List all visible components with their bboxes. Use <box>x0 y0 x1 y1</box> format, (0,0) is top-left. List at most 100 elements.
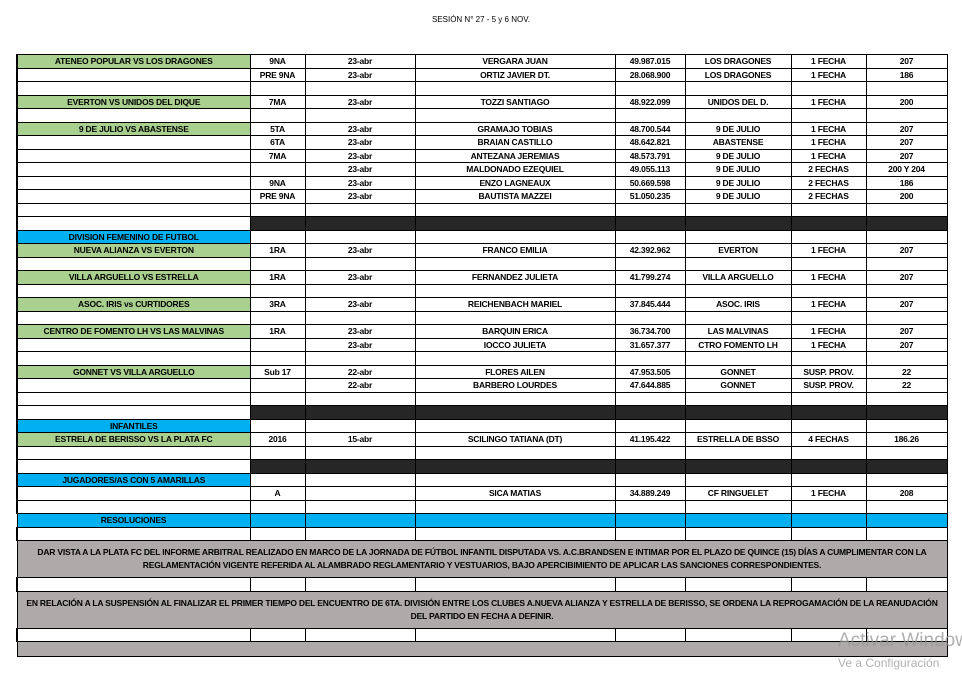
empty-cell <box>865 310 948 325</box>
empty-cell <box>790 577 867 592</box>
name-cell: BARQUIN ERICA <box>414 324 616 339</box>
empty-cell <box>16 81 251 96</box>
cat-cell: 6TA <box>249 135 306 150</box>
empty-cell <box>684 351 792 366</box>
empty-cell <box>684 310 792 325</box>
empty-cell <box>684 627 792 642</box>
empty-cell <box>790 216 867 231</box>
table-row: ESTRELA DE BERISSO VS LA PLATA FC 2016 15-… <box>16 432 948 447</box>
empty-cell <box>249 627 306 642</box>
empty-cell <box>16 459 251 474</box>
blank-row <box>16 445 948 460</box>
empty-cell <box>614 499 686 514</box>
empty-cell <box>684 405 792 420</box>
sanction-cell: 2 FECHAS <box>790 175 867 190</box>
empty-cell <box>304 202 416 217</box>
empty-cell <box>304 445 416 460</box>
match-cell <box>16 378 251 393</box>
match-cell <box>16 162 251 177</box>
blank-row <box>16 202 948 217</box>
empty-cell <box>304 391 416 406</box>
empty-cell <box>414 472 616 487</box>
empty-cell <box>684 499 792 514</box>
dni-cell: 50.669.598 <box>614 175 686 190</box>
empty-cell <box>249 499 306 514</box>
empty-cell <box>790 459 867 474</box>
empty-cell <box>614 202 686 217</box>
empty-cell <box>414 445 616 460</box>
empty-cell <box>790 418 867 433</box>
empty-cell <box>249 283 306 298</box>
cat-cell: 7MA <box>249 148 306 163</box>
empty-cell <box>614 256 686 271</box>
dni-cell: 48.642.821 <box>614 135 686 150</box>
empty-cell <box>249 391 306 406</box>
cat-cell <box>249 378 306 393</box>
sanction-cell: 1 FECHA <box>790 148 867 163</box>
empty-cell <box>414 526 616 541</box>
dni-cell: 36.734.700 <box>614 324 686 339</box>
cat-cell: 9NA <box>249 54 306 69</box>
dni-cell: 28.068.900 <box>614 67 686 82</box>
dni-cell: 34.889.249 <box>614 486 686 501</box>
club-cell: CTRO FOMENTO LH <box>684 337 792 352</box>
empty-cell <box>790 526 867 541</box>
sanction-cell: SUSP. PROV. <box>790 378 867 393</box>
empty-cell <box>865 499 948 514</box>
match-cell: GONNET VS VILLA ARGUELLO <box>16 364 251 379</box>
table-row: GONNET VS VILLA ARGUELLO Sub 17 22-abr FLOR… <box>16 364 948 379</box>
dni-cell: 47.644.885 <box>614 378 686 393</box>
club-cell: GONNET <box>684 364 792 379</box>
empty-cell <box>790 472 867 487</box>
empty-cell <box>16 577 251 592</box>
empty-cell <box>249 445 306 460</box>
empty-cell <box>684 526 792 541</box>
resolution-text <box>16 641 948 657</box>
sanction-cell: 2 FECHAS <box>790 162 867 177</box>
club-cell: ABASTENSE <box>684 135 792 150</box>
empty-cell <box>865 108 948 123</box>
dni-cell: 41.799.274 <box>614 270 686 285</box>
empty-cell <box>414 513 616 528</box>
name-cell: SCILINGO TATIANA (DT) <box>414 432 616 447</box>
table-row: EVERTON VS UNIDOS DEL DIQUE 7MA 23-abr TOZZ… <box>16 94 948 109</box>
empty-cell <box>249 472 306 487</box>
empty-cell <box>414 81 616 96</box>
name-cell: BRAIAN CASTILLO <box>414 135 616 150</box>
empty-cell <box>249 202 306 217</box>
table-row: 6TA 23-abr BRAIAN CASTILLO 48.642.821 ABASTE… <box>16 135 948 150</box>
match-cell <box>16 175 251 190</box>
empty-cell <box>249 216 306 231</box>
cat-cell: PRE 9NA <box>249 67 306 82</box>
empty-cell <box>865 472 948 487</box>
empty-cell <box>414 627 616 642</box>
table-row: PRE 9NA 23-abr BAUTISTA MAZZEI 51.050.235 9 … <box>16 189 948 204</box>
match-cell: ATENEO POPULAR VS LOS DRAGONES <box>16 54 251 69</box>
blank-row <box>16 351 948 366</box>
article-cell: 207 <box>865 270 948 285</box>
section-title: DIVISION FEMENINO DE FUTBOL <box>16 229 251 244</box>
empty-cell <box>684 445 792 460</box>
empty-cell <box>16 310 251 325</box>
article-cell: 22 <box>865 364 948 379</box>
section-header-row: INFANTILES <box>16 418 948 433</box>
empty-cell <box>304 526 416 541</box>
empty-cell <box>414 229 616 244</box>
empty-cell <box>16 256 251 271</box>
date-cell: 15-abr <box>304 432 416 447</box>
empty-cell <box>790 283 867 298</box>
empty-cell <box>790 229 867 244</box>
empty-cell <box>304 216 416 231</box>
table-row: PRE 9NA 23-abr ORTIZ JAVIER DT. 28.068.900 L… <box>16 67 948 82</box>
name-cell: MALDONADO EZEQUIEL <box>414 162 616 177</box>
dni-cell: 49.987.015 <box>614 54 686 69</box>
empty-cell <box>249 229 306 244</box>
club-cell: 9 DE JULIO <box>684 189 792 204</box>
empty-cell <box>865 216 948 231</box>
cat-cell: 1RA <box>249 270 306 285</box>
table-row: VILLA ARGUELLO VS ESTRELLA 1RA 23-abr FERNA… <box>16 270 948 285</box>
cat-cell: PRE 9NA <box>249 189 306 204</box>
empty-cell <box>414 391 616 406</box>
name-cell: BAUTISTA MAZZEI <box>414 189 616 204</box>
table-row: NUEVA ALIANZA VS EVERTON 1RA 23-abr FRANCO … <box>16 243 948 258</box>
